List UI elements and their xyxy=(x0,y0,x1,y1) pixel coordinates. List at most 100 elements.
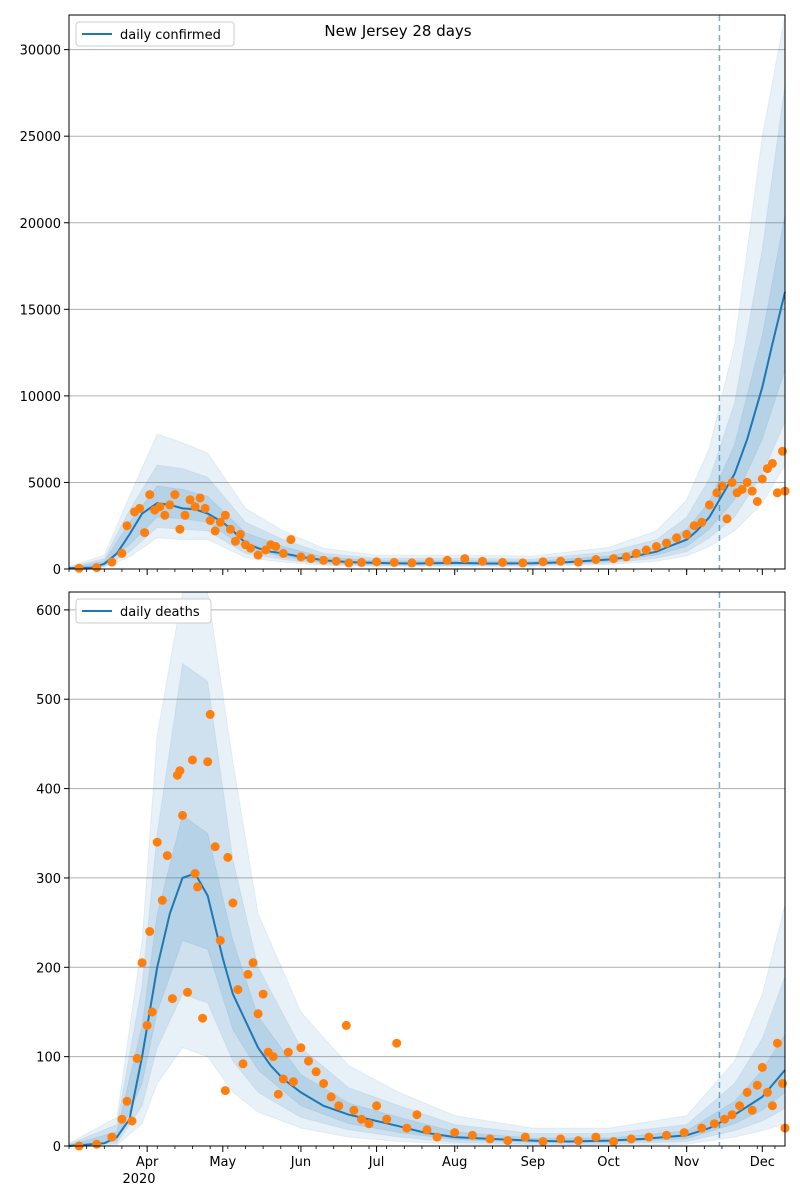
chart-title: New Jersey 28 days xyxy=(324,22,471,40)
year-label: 2020 xyxy=(122,1172,155,1187)
data-point xyxy=(412,1110,422,1120)
x-tick-label: Sep xyxy=(521,1155,546,1170)
y-ticks-deaths: 0 100 200 300 400 500 600 xyxy=(36,604,69,1155)
data-point xyxy=(278,1074,288,1084)
data-point xyxy=(286,535,296,545)
data-point xyxy=(306,554,316,564)
data-point xyxy=(152,837,162,847)
y-tick-label: 500 xyxy=(36,693,61,708)
data-point xyxy=(762,1087,772,1097)
data-point xyxy=(215,517,225,527)
data-point xyxy=(518,558,528,568)
data-point xyxy=(175,766,185,776)
data-point xyxy=(283,1047,293,1057)
data-point xyxy=(278,548,288,558)
data-point xyxy=(609,1137,619,1146)
data-point xyxy=(697,1123,707,1133)
data-point xyxy=(767,458,777,468)
data-point xyxy=(178,810,187,820)
data-point xyxy=(183,987,192,997)
data-point xyxy=(233,985,243,995)
data-point xyxy=(682,529,692,539)
data-point xyxy=(672,533,682,543)
x-tick-label: Jun xyxy=(290,1155,311,1170)
data-point xyxy=(389,557,399,567)
data-point xyxy=(205,516,215,525)
data-point xyxy=(722,514,732,524)
y-tick-label: 20000 xyxy=(20,217,61,232)
data-point xyxy=(621,552,631,562)
data-point xyxy=(372,557,382,567)
y-tick-label: 600 xyxy=(36,604,61,619)
data-point xyxy=(644,1132,654,1142)
x-tick-label: Nov xyxy=(674,1155,700,1170)
data-point xyxy=(392,1038,402,1048)
x-ticks-confirmed xyxy=(68,569,776,575)
data-point xyxy=(341,1020,351,1030)
data-point xyxy=(747,486,757,496)
data-point xyxy=(145,490,155,500)
data-point xyxy=(662,1130,671,1140)
x-tick-label: Apr xyxy=(136,1155,159,1170)
data-point xyxy=(742,1087,752,1097)
data-point xyxy=(107,1132,117,1142)
data-point xyxy=(296,1043,306,1053)
data-point xyxy=(122,1096,132,1106)
data-point xyxy=(442,555,452,565)
legend-box xyxy=(75,21,235,47)
y-tick-label: 30000 xyxy=(20,44,61,59)
data-point xyxy=(311,1067,321,1077)
chart-panel-deaths: 0 100 200 300 400 500 600 Apr May Jun Jul Aug Sep Oc… xyxy=(36,591,790,1187)
data-point xyxy=(271,542,281,551)
data-point xyxy=(689,521,699,531)
data-point xyxy=(223,852,233,862)
data-point xyxy=(641,545,651,555)
y-tick-label: 25000 xyxy=(20,130,61,145)
data-point xyxy=(74,563,84,573)
data-point xyxy=(190,502,200,512)
y-ticks-confirmed: 0 5000 10000 15000 20000 25000 30000 xyxy=(20,44,69,578)
legend-box xyxy=(75,598,212,624)
data-point xyxy=(296,552,306,562)
plot-area-confirmed xyxy=(69,15,785,569)
axes-frame-confirmed xyxy=(68,14,786,570)
data-point xyxy=(357,1114,366,1124)
data-point xyxy=(772,488,782,498)
y-tick-label: 0 xyxy=(53,1140,61,1155)
data-point xyxy=(170,490,180,500)
legend-label-confirmed: daily confirmed xyxy=(120,28,221,43)
data-point xyxy=(538,557,548,567)
data-point xyxy=(478,556,487,566)
data-point xyxy=(215,936,225,945)
observed-points-deaths xyxy=(74,709,790,1151)
data-point xyxy=(778,446,787,456)
data-point xyxy=(727,1110,737,1120)
x-tick-label: Jul xyxy=(368,1155,385,1170)
data-point xyxy=(651,542,661,551)
y-tick-label: 400 xyxy=(36,783,61,798)
data-point xyxy=(737,484,747,494)
data-point xyxy=(752,1080,762,1090)
data-point xyxy=(334,1101,344,1111)
data-point xyxy=(573,557,583,567)
data-point xyxy=(326,1092,336,1102)
data-point xyxy=(402,1123,412,1133)
data-point xyxy=(147,1007,157,1017)
data-point xyxy=(248,958,258,968)
data-point xyxy=(704,500,714,510)
legend-label-deaths: daily deaths xyxy=(120,605,200,620)
data-point xyxy=(757,474,767,484)
data-point xyxy=(372,1101,382,1111)
legend-deaths: daily deaths xyxy=(75,598,212,624)
data-point xyxy=(117,1114,127,1124)
data-point xyxy=(235,529,245,539)
data-point xyxy=(198,1013,208,1023)
data-point xyxy=(268,1052,278,1062)
x-tick-label: May xyxy=(209,1155,236,1170)
data-point xyxy=(450,1128,460,1138)
y-tick-label: 5000 xyxy=(28,476,61,491)
x-tick-label: Dec xyxy=(750,1155,775,1170)
axes-frame-deaths xyxy=(68,591,786,1147)
data-point xyxy=(467,1130,477,1140)
data-point xyxy=(230,536,240,546)
